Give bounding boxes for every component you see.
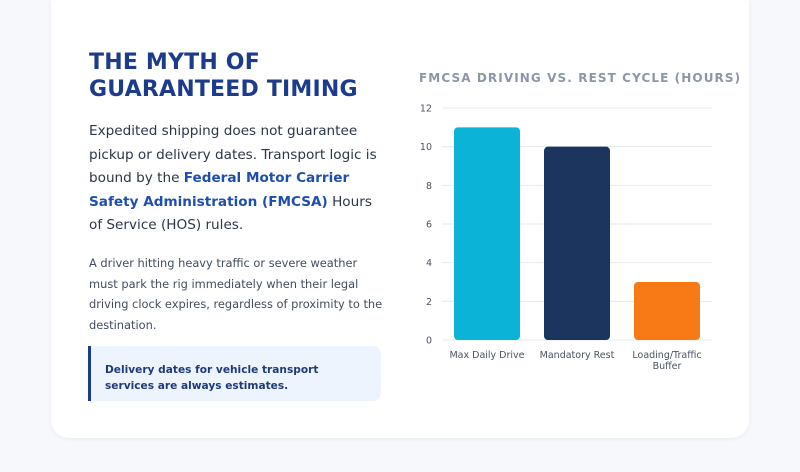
chart-title: FMCSA DRIVING VS. REST CYCLE (HOURS): [419, 71, 742, 85]
estimate-callout: Delivery dates for vehicle transport ser…: [88, 346, 381, 401]
detail-paragraph: A driver hitting heavy traffic or severe…: [89, 256, 383, 332]
intro-text-start: Expedited shipping does not guarantee pi…: [89, 123, 377, 186]
intro-text-end: Hours of Service (HOS) rules.: [89, 193, 372, 234]
fmcsa-highlight: Federal Motor Carrier Safety Administrat…: [89, 170, 350, 210]
intro-paragraph: Expedited shipping does not guarantee pi…: [89, 120, 389, 238]
page-title: THE MYTH OF GUARANTEED TIMING: [89, 50, 358, 102]
